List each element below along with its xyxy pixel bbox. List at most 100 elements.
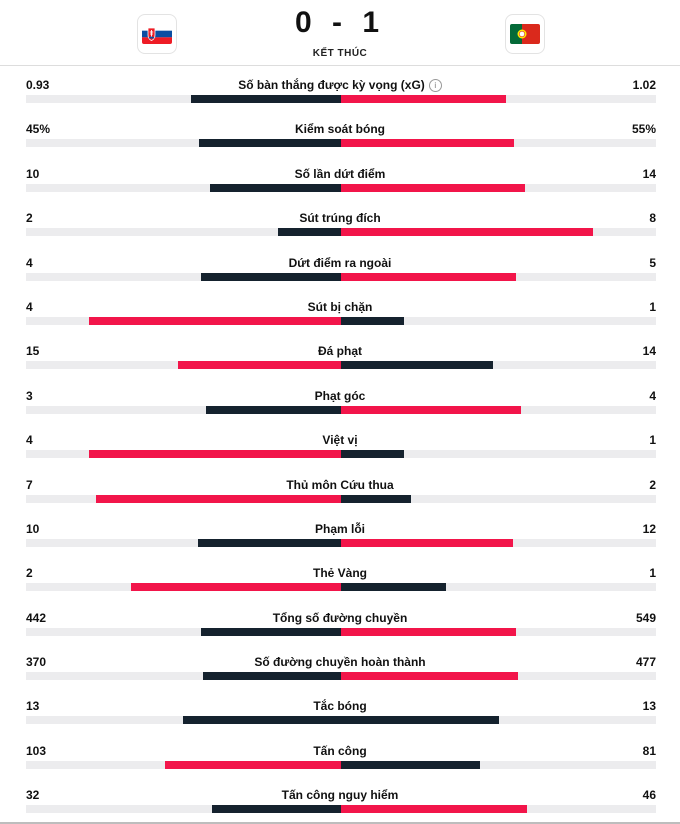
- stat-row-tan-cong: 103 Tấn công 81: [0, 732, 680, 776]
- home-bar: [131, 583, 341, 592]
- home-bar: [96, 494, 341, 503]
- away-value: 81: [642, 743, 656, 758]
- stat-label: Dứt điểm ra ngoài: [288, 255, 392, 270]
- home-bar: [178, 361, 341, 370]
- away-bar: [341, 316, 404, 325]
- bottom-divider: [0, 822, 680, 824]
- away-bar: [341, 672, 518, 681]
- stat-row-da-phat: 15 Đá phạt 14: [0, 332, 680, 376]
- away-value: 477: [635, 655, 656, 670]
- stat-label: Kiểm soát bóng: [294, 122, 385, 137]
- stat-label: Tấn công: [313, 743, 367, 758]
- stat-row-sut-trung-dich: 2 Sút trúng đích 8: [0, 199, 680, 243]
- stat-row-viet-vi: 4 Việt vị 1: [0, 421, 680, 465]
- stat-label: Đá phạt: [317, 344, 362, 359]
- away-team-flag-button[interactable]: [505, 14, 545, 54]
- home-team-flag-button[interactable]: [137, 14, 177, 54]
- home-value: 15: [26, 344, 40, 359]
- home-value: 2: [26, 566, 33, 581]
- away-bar: [341, 183, 525, 192]
- away-bar: [341, 716, 499, 725]
- slovakia-flag-icon: [142, 24, 172, 44]
- home-bar: [191, 95, 341, 103]
- home-bar: [198, 538, 341, 547]
- away-value: 5: [649, 255, 656, 270]
- home-bar: [201, 272, 341, 281]
- home-bar: [183, 716, 341, 725]
- home-value: 442: [26, 610, 47, 625]
- home-value: 4: [26, 255, 33, 270]
- away-bar: [341, 361, 493, 370]
- stat-row-so-lan-dut-diem: 10 Số lần dứt điểm 14: [0, 155, 680, 199]
- home-value: 0.93: [26, 78, 50, 92]
- stat-row-tong-so-duong-chuyen: 442 Tổng số đường chuyền 549: [0, 599, 680, 643]
- away-bar: [341, 760, 480, 769]
- away-value: 12: [642, 521, 656, 536]
- home-bar: [89, 450, 341, 459]
- stat-row-thu-mon-cuu-thua: 7 Thủ môn Cứu thua 2: [0, 466, 680, 510]
- away-bar: [341, 538, 513, 547]
- stat-label: Phạm lỗi: [314, 521, 365, 536]
- stat-row-sut-bi-chan: 4 Sút bị chặn 1: [0, 288, 680, 332]
- home-value: 4: [26, 433, 33, 448]
- home-value: 10: [26, 521, 40, 536]
- stat-row-pham-loi: 10 Phạm lỗi 12: [0, 510, 680, 554]
- stat-label: Số lần dứt điểm: [294, 166, 386, 181]
- stat-row-tac-bong: 13 Tắc bóng 13: [0, 687, 680, 731]
- home-bar: [165, 760, 341, 769]
- away-value: 1: [649, 299, 656, 314]
- away-bar: [341, 450, 404, 459]
- stat-label: Số bàn thắng được kỳ vọng (xG) i: [0, 78, 680, 92]
- stat-label: Số đường chuyền hoàn thành: [254, 655, 426, 670]
- stat-row-dut-diem-ra-ngoai: 4 Dứt điểm ra ngoài 5: [0, 244, 680, 288]
- stat-row-so-ban-thang-duoc-ky-vong-xg: 0.93 Số bàn thắng được kỳ vọng (xG) i 1.02: [0, 66, 680, 110]
- away-bar: [341, 805, 527, 814]
- portugal-flag-icon: [510, 24, 540, 44]
- away-value: 55%: [631, 122, 656, 137]
- away-bar: [341, 405, 521, 414]
- home-value: 7: [26, 477, 33, 492]
- stat-row-so-duong-chuyen-hoan-thanh: 370 Số đường chuyền hoàn thành 477: [0, 643, 680, 687]
- stat-row-kiem-soat-bong: 45% Kiểm soát bóng 55%: [0, 110, 680, 154]
- home-value: 4: [26, 299, 33, 314]
- match-header: 0 - 1 KẾT THÚC: [0, 0, 680, 66]
- away-value: 1: [649, 566, 656, 581]
- home-value: 2: [26, 211, 33, 226]
- home-bar: [206, 405, 341, 414]
- away-bar: [341, 272, 516, 281]
- home-value: 103: [26, 743, 47, 758]
- home-bar: [278, 228, 341, 237]
- away-value: 1: [649, 433, 656, 448]
- away-value: 14: [642, 166, 656, 181]
- away-value: 13: [642, 699, 656, 714]
- home-value: 370: [26, 655, 47, 670]
- home-value: 32: [26, 788, 40, 803]
- home-value: 10: [26, 166, 40, 181]
- away-value: 549: [635, 610, 656, 625]
- away-bar: [341, 627, 516, 636]
- home-bar: [212, 805, 341, 814]
- away-value: 4: [649, 388, 656, 403]
- home-bar: [210, 183, 341, 192]
- home-bar: [199, 139, 341, 148]
- home-bar: [203, 672, 341, 681]
- stat-label: Tấn công nguy hiểm: [281, 788, 399, 803]
- away-value: 1.02: [632, 78, 656, 92]
- home-value: 13: [26, 699, 40, 714]
- match-status: KẾT THÚC: [312, 48, 368, 59]
- stat-row-the-vang: 2 Thẻ Vàng 1: [0, 554, 680, 598]
- away-value: 46: [642, 788, 656, 803]
- stat-label: Thủ môn Cứu thua: [286, 477, 394, 492]
- stat-row-phat-goc: 3 Phạt góc 4: [0, 377, 680, 421]
- away-value: 14: [642, 344, 656, 359]
- info-icon[interactable]: i: [428, 79, 442, 92]
- match-score: 0 - 1: [294, 6, 386, 39]
- away-bar: [341, 583, 446, 592]
- stat-label: Tắc bóng: [313, 699, 367, 714]
- stat-label: Thẻ Vàng: [312, 566, 367, 581]
- away-bar: [341, 139, 514, 148]
- away-bar: [341, 228, 593, 237]
- stat-label: Việt vị: [322, 433, 358, 448]
- home-bar: [89, 316, 341, 325]
- away-value: 2: [649, 477, 656, 492]
